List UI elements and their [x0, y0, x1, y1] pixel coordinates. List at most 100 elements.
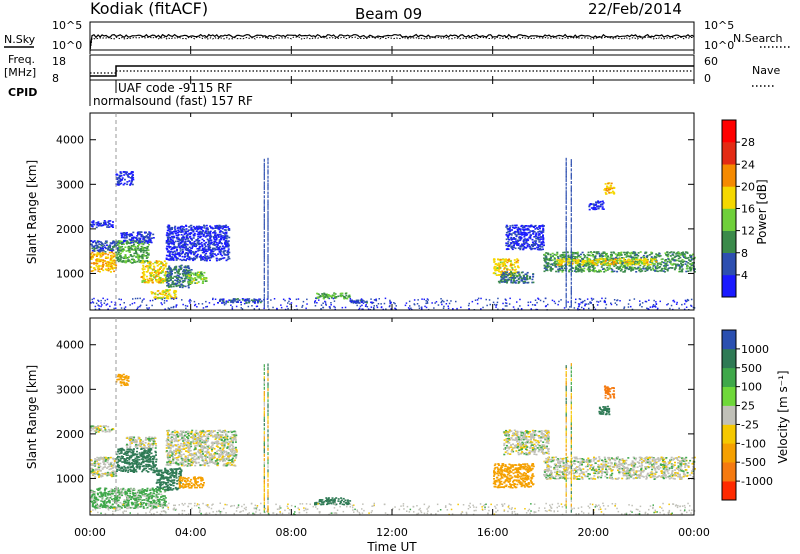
- scatter-cell: [376, 304, 378, 307]
- scatter-cell: [178, 281, 181, 284]
- scatter-cell: [631, 267, 634, 270]
- nave-label: Nave: [752, 64, 780, 77]
- scatter-cell: [190, 232, 193, 234]
- scatter-cell: [567, 262, 570, 265]
- scatter-cell: [263, 304, 265, 308]
- scatter-cell: [205, 228, 208, 230]
- scatter-cell: [147, 233, 149, 235]
- scatter-cell: [565, 263, 567, 267]
- scatter-cell: [668, 251, 671, 254]
- scatter-cell: [219, 257, 222, 260]
- scatter-cell: [116, 247, 119, 249]
- scatter-cell: [263, 256, 265, 260]
- scatter-cell: [581, 302, 584, 304]
- scatter-cell: [126, 183, 129, 186]
- scatter-cell: [523, 231, 526, 234]
- scatter-cell: [149, 279, 152, 282]
- scatter-cell: [197, 235, 200, 238]
- scatter-cell: [97, 299, 99, 302]
- scatter-cell: [542, 300, 545, 303]
- scatter-cell: [615, 267, 618, 269]
- scatter-cell: [435, 301, 438, 303]
- scatter-cell: [592, 255, 595, 258]
- scatter-cell: [654, 270, 656, 272]
- scatter-cell: [509, 227, 512, 229]
- scatter-cell: [595, 259, 598, 261]
- scatter-cell: [557, 263, 560, 265]
- scatter-cell: [198, 249, 200, 251]
- scatter-cell: [192, 225, 195, 228]
- scatter-cell: [210, 253, 213, 256]
- scatter-cell: [350, 301, 353, 304]
- scatter-cell: [186, 270, 189, 272]
- scatter-cell: [263, 195, 265, 199]
- scatter-cell: [119, 256, 122, 258]
- scatter-cell: [643, 258, 646, 261]
- scatter-cell: [90, 270, 93, 272]
- scatter-cell: [526, 227, 529, 230]
- scatter-cell: [516, 258, 519, 260]
- scatter-cell: [601, 253, 604, 255]
- scatter-cell: [534, 304, 537, 306]
- scatter-cell: [517, 231, 520, 234]
- scatter-cell: [172, 277, 174, 279]
- scatter-cell: [321, 295, 324, 298]
- scatter-cell: [96, 468, 99, 471]
- scatter-cell: [254, 301, 256, 304]
- scatter-cell: [553, 253, 556, 256]
- scatter-cell: [547, 253, 550, 256]
- scatter-cell: [512, 306, 515, 308]
- scatter-cell: [191, 229, 194, 232]
- scatter-cell: [565, 161, 567, 165]
- scatter-cell: [188, 275, 191, 277]
- scatter-cell: [209, 239, 212, 241]
- scatter-cell: [565, 157, 567, 161]
- scatter-cell: [476, 302, 479, 305]
- scatter-cell: [222, 251, 225, 254]
- scatter-cell: [188, 249, 191, 251]
- scatter-cell: [626, 263, 629, 265]
- scatter-cell: [586, 298, 589, 300]
- scatter-cell: [326, 294, 329, 297]
- scatter-cell: [558, 265, 561, 268]
- scatter-cell: [610, 303, 613, 306]
- scatter-cell: [112, 466, 115, 468]
- scatter-cell: [632, 260, 635, 263]
- scatter-cell: [681, 261, 684, 263]
- scatter-cell: [197, 226, 200, 228]
- scatter-cell: [144, 260, 147, 262]
- scatter-cell: [192, 258, 195, 261]
- scatter-cell: [171, 251, 174, 253]
- scatter-cell: [607, 182, 610, 185]
- scatter-cell: [641, 270, 644, 272]
- scatter-cell: [518, 281, 521, 283]
- scatter-cell: [577, 258, 580, 261]
- scatter-cell: [179, 286, 181, 288]
- scatter-cell: [179, 273, 181, 275]
- scatter-cell: [356, 304, 358, 307]
- scatter-cell: [512, 237, 515, 239]
- scatter-cell: [603, 271, 606, 273]
- scatter-cell: [574, 262, 577, 264]
- scatter-cell: [545, 268, 548, 270]
- scatter-cell: [201, 238, 204, 241]
- scatter-cell: [682, 263, 684, 266]
- scatter-cell: [633, 266, 636, 269]
- scatter-cell: [115, 251, 118, 254]
- scatter-cell: [92, 464, 95, 466]
- scatter-cell: [624, 260, 627, 263]
- scatter-cell: [157, 268, 160, 271]
- scatter-cell: [173, 283, 175, 285]
- scatter-cell: [149, 261, 152, 264]
- scatter-cell: [605, 189, 608, 192]
- scatter-cell: [263, 199, 265, 203]
- scatter-cell: [212, 255, 215, 258]
- scatter-cell: [168, 231, 171, 233]
- scatter-cell: [593, 251, 596, 253]
- scatter-cell: [214, 225, 217, 227]
- scatter-cell: [117, 256, 120, 259]
- scatter-cell: [504, 302, 507, 304]
- scatter-cell: [664, 268, 667, 270]
- scatter-cell: [162, 291, 165, 294]
- scatter-cell: [118, 246, 121, 248]
